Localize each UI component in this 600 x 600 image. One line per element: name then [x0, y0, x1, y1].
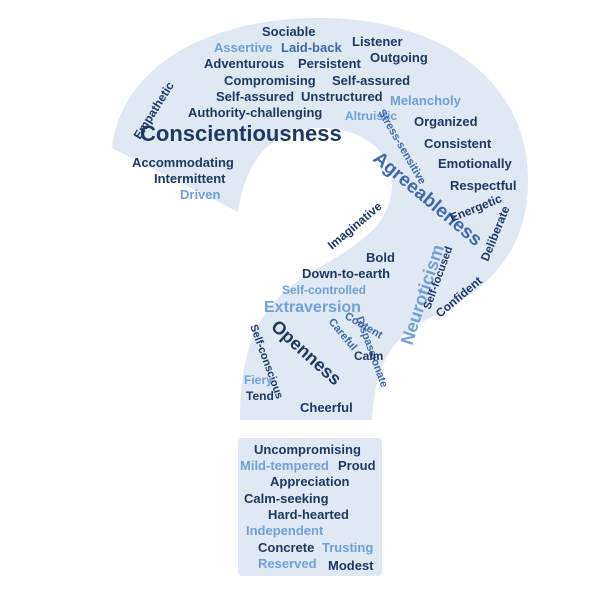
word-sociable: Sociable: [262, 24, 315, 39]
question-mark-dot-shape: [238, 438, 382, 576]
word-self-controlled: Self-controlled: [282, 283, 366, 297]
word-uncompromising: Uncompromising: [254, 442, 361, 457]
word-self-assured-2: Self-assured: [216, 89, 294, 104]
word-respectful: Respectful: [450, 178, 516, 193]
word-concrete: Concrete: [258, 540, 314, 555]
word-calm-seeking: Calm-seeking: [244, 491, 329, 506]
word-listener: Listener: [352, 34, 403, 49]
word-bold: Bold: [366, 250, 395, 265]
word-unstructured: Unstructured: [301, 89, 383, 104]
word-extraversion: Extraversion: [264, 299, 361, 316]
word-compromising: Compromising: [224, 73, 316, 88]
word-assertive: Assertive: [214, 40, 273, 55]
word-mild-tempered: Mild-tempered: [240, 458, 329, 473]
word-consistent: Consistent: [424, 136, 492, 151]
word-tend: Tend: [246, 389, 274, 403]
word-laid-back: Laid-back: [281, 40, 342, 55]
word-authority-challenging: Authority-challenging: [188, 105, 322, 120]
word-altruistic: Altruistic: [345, 109, 397, 123]
word-self-assured-1: Self-assured: [332, 73, 410, 88]
word-fiery: Fiery: [244, 373, 273, 387]
word-melancholy: Melancholy: [390, 93, 462, 108]
word-driven: Driven: [180, 187, 221, 202]
word-trusting: Trusting: [322, 540, 373, 555]
word-adventurous: Adventurous: [204, 56, 284, 71]
question-mark-shape: [112, 18, 528, 420]
word-outgoing: Outgoing: [370, 50, 428, 65]
word-hard-hearted: Hard-hearted: [268, 507, 349, 522]
word-calm: Calm: [354, 349, 383, 363]
word-conscientiousness: Conscientiousness: [140, 121, 342, 146]
word-reserved: Reserved: [258, 556, 317, 571]
word-cheerful: Cheerful: [300, 400, 353, 415]
word-appreciation: Appreciation: [270, 474, 350, 489]
word-persistent: Persistent: [298, 56, 362, 71]
word-down-to-earth: Down-to-earth: [302, 266, 390, 281]
word-accommodating: Accommodating: [132, 155, 234, 170]
word-intermittent: Intermittent: [154, 171, 226, 186]
word-proud: Proud: [338, 458, 376, 473]
word-emotionally: Emotionally: [438, 156, 512, 171]
word-modest: Modest: [328, 558, 374, 573]
word-organized: Organized: [414, 114, 478, 129]
word-independent: Independent: [246, 523, 324, 538]
